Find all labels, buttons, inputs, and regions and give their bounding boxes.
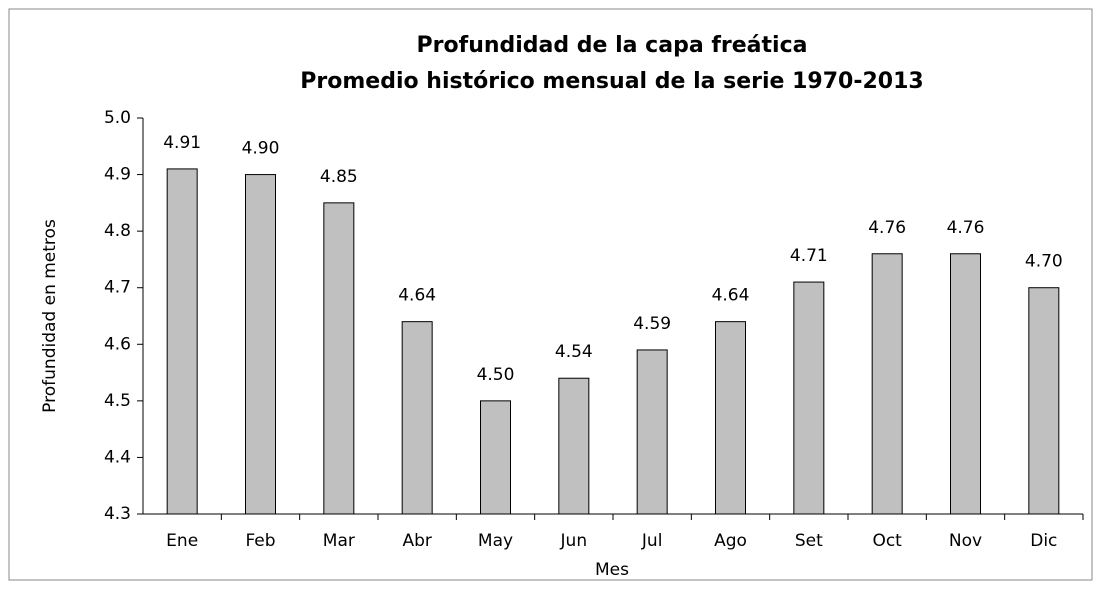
bar — [480, 400, 511, 515]
y-tick-label: 4.5 — [104, 391, 131, 411]
bar — [166, 168, 198, 515]
y-tick-label: 4.9 — [104, 165, 131, 185]
x-tick-label: Oct — [872, 531, 902, 551]
y-axis-label: Profundidad en metros — [40, 219, 60, 413]
x-tick-label: Mar — [323, 531, 355, 551]
y-tick-label: 5.0 — [104, 108, 131, 128]
x-tick-label: Ago — [714, 531, 747, 551]
bar — [871, 253, 903, 515]
bar — [245, 174, 276, 515]
x-tick-label: Abr — [402, 531, 431, 551]
data-label: 4.76 — [868, 218, 906, 238]
x-tick-label: Nov — [949, 531, 982, 551]
x-tick-label: Feb — [245, 531, 275, 551]
y-tick-label: 4.7 — [104, 278, 131, 298]
x-tick-label: Dic — [1030, 531, 1057, 551]
bar — [793, 281, 825, 515]
data-label: 4.85 — [320, 167, 358, 187]
data-label: 4.64 — [398, 286, 436, 306]
chart-title: Profundidad de la capa freática — [417, 33, 808, 58]
data-label: 4.91 — [163, 133, 201, 153]
y-tick-label: 4.4 — [104, 447, 131, 467]
bar — [401, 321, 433, 515]
bar — [950, 253, 981, 515]
data-label: 4.70 — [1025, 252, 1063, 272]
x-tick-label: May — [478, 531, 513, 551]
chart-subtitle: Promedio histórico mensual de la serie 1… — [300, 69, 923, 94]
bar — [558, 377, 590, 515]
y-tick-label: 4.3 — [104, 504, 131, 524]
y-tick-label: 4.6 — [104, 334, 131, 354]
x-tick-label: Ene — [166, 531, 198, 551]
x-tick-label: Set — [795, 531, 823, 551]
bar — [323, 202, 355, 515]
data-label: 4.59 — [633, 314, 671, 334]
data-label: 4.76 — [947, 218, 985, 238]
x-axis-label: Mes — [595, 560, 629, 580]
data-label: 4.64 — [712, 286, 750, 306]
x-tick-label: Jun — [560, 531, 588, 551]
bar — [636, 349, 668, 515]
data-label: 4.50 — [477, 365, 515, 385]
data-label: 4.90 — [242, 139, 280, 159]
data-label: 4.54 — [555, 342, 593, 362]
bar — [715, 321, 746, 515]
data-label: 4.71 — [790, 246, 828, 266]
y-tick-label: 4.8 — [104, 221, 131, 241]
bar — [1028, 287, 1060, 515]
x-tick-label: Jul — [641, 531, 663, 551]
